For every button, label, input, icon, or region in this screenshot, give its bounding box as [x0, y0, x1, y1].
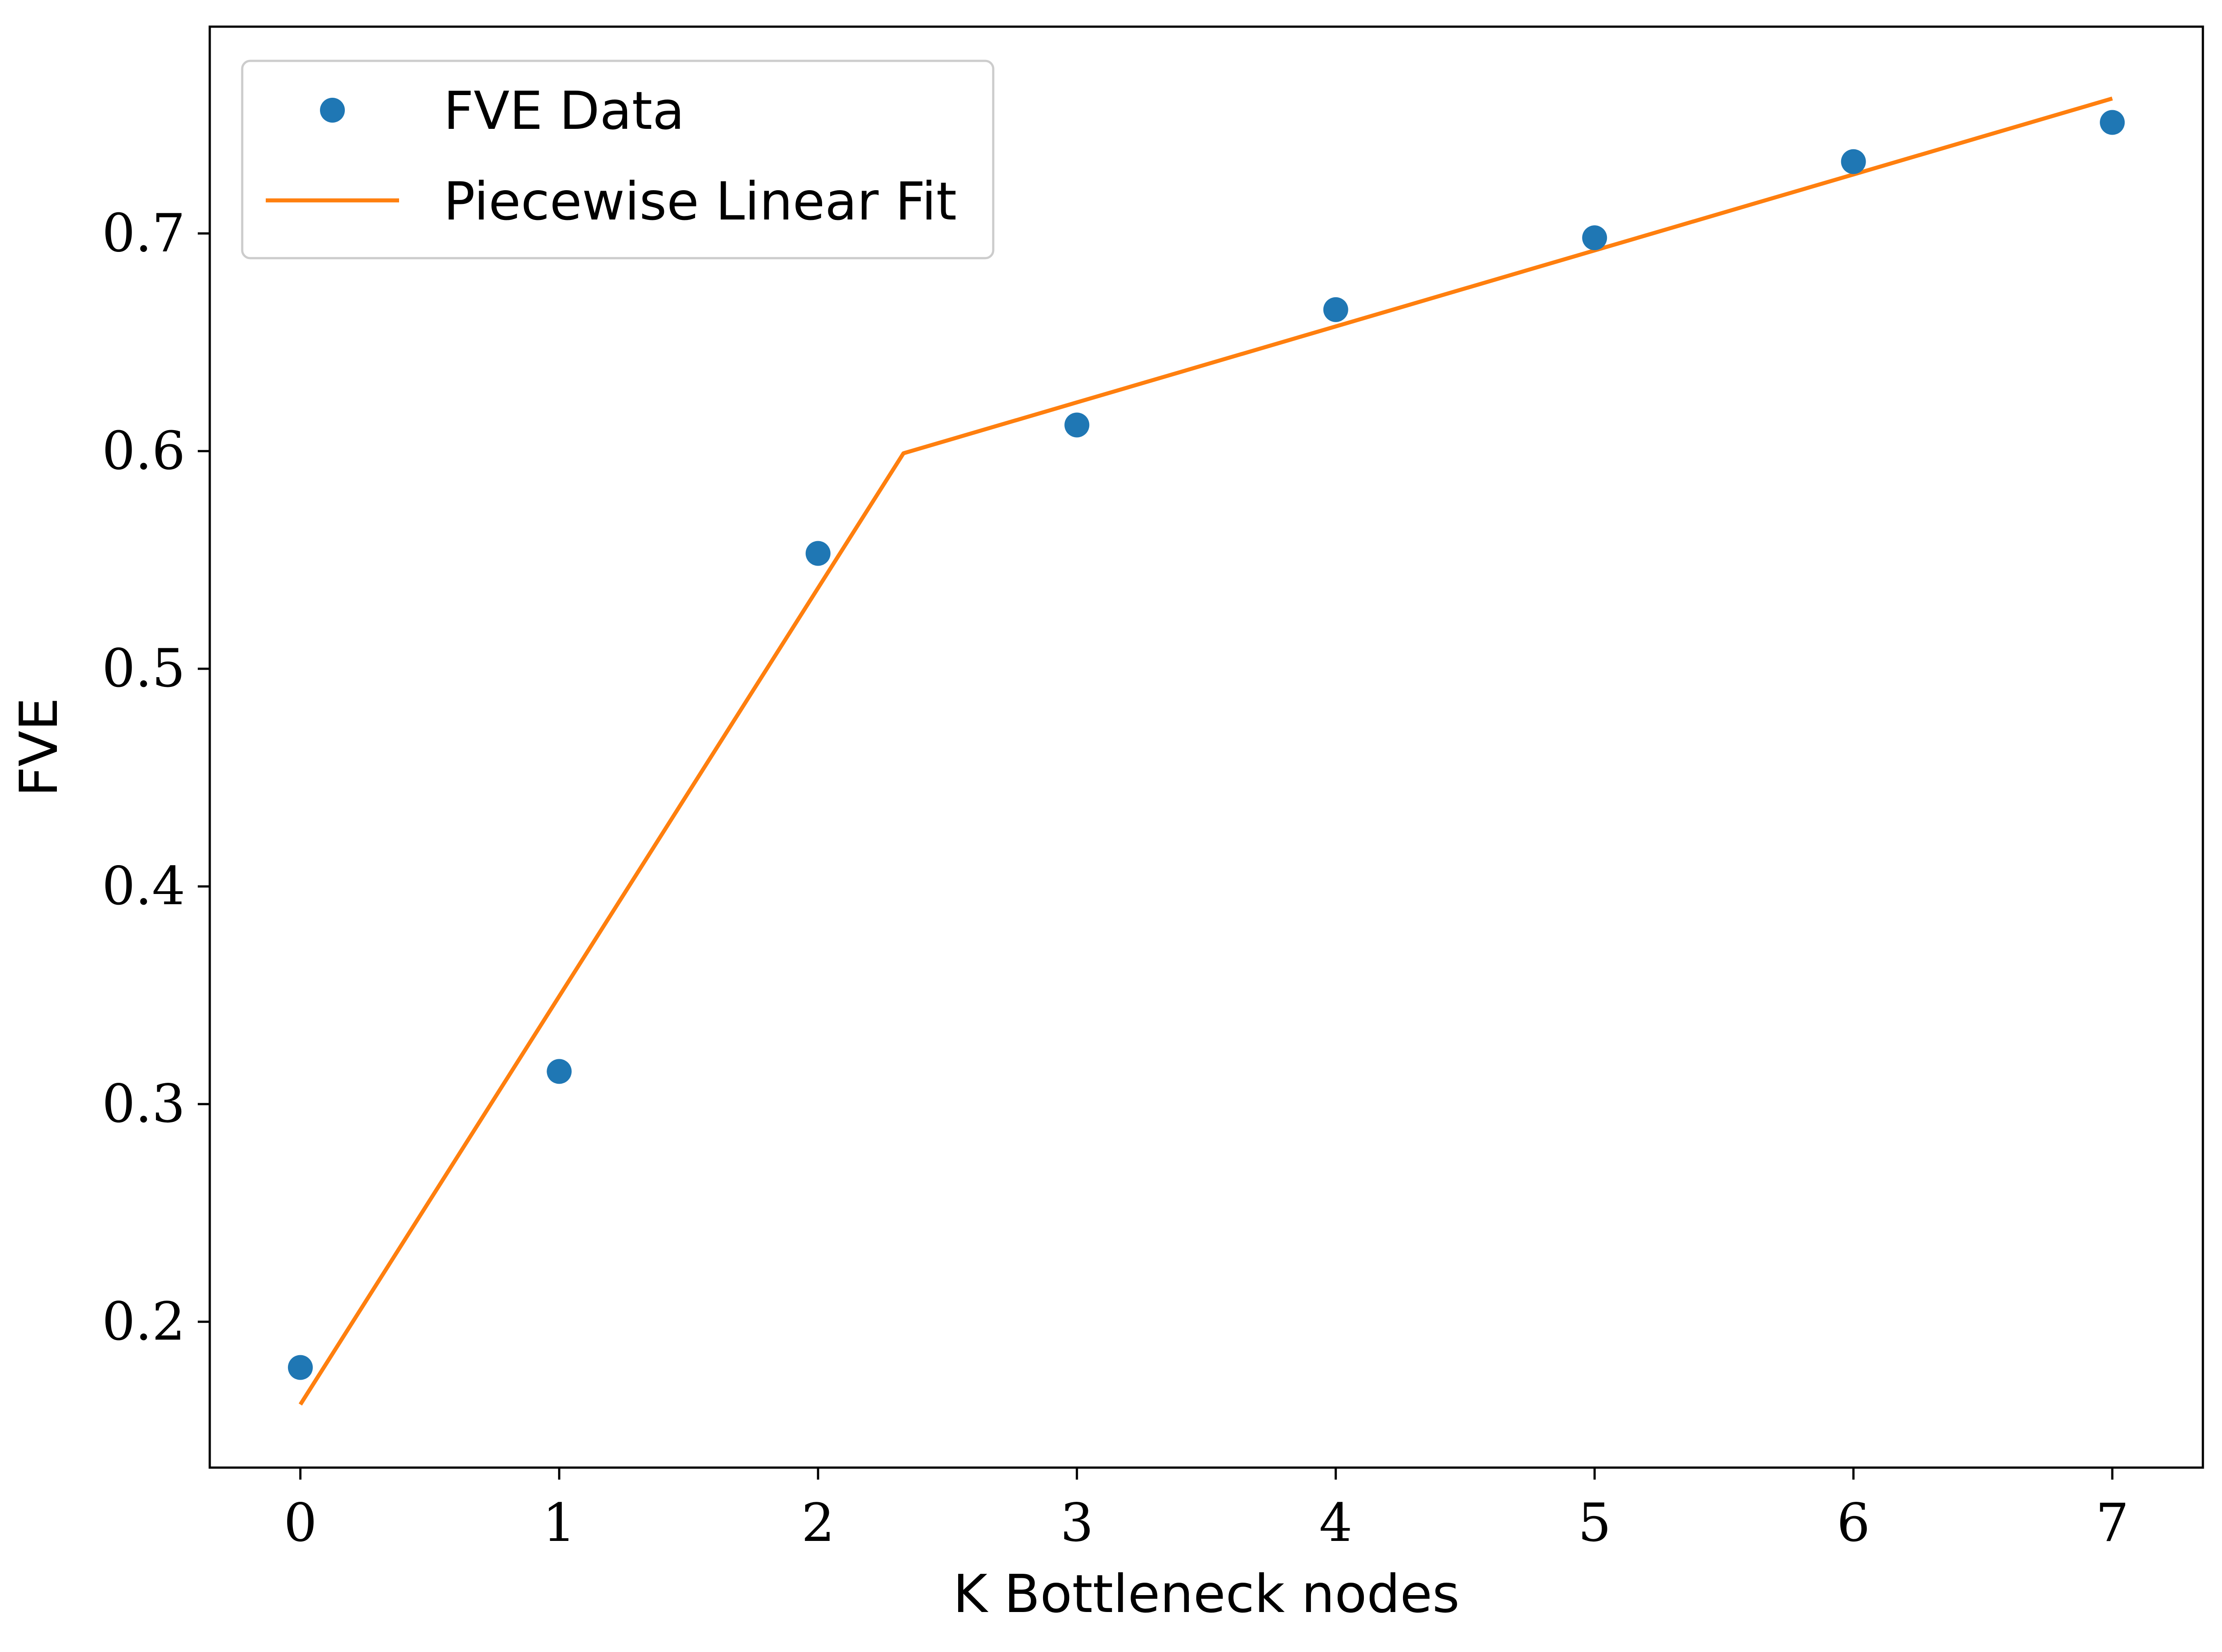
x-tick-label: 7 — [2096, 1492, 2129, 1553]
x-tick-label: 2 — [801, 1492, 835, 1553]
x-axis: 0 1 2 3 4 5 6 7 — [284, 1468, 2129, 1553]
legend-label-fve-data: FVE Data — [444, 80, 684, 141]
data-point — [288, 1355, 313, 1380]
data-point — [805, 541, 831, 566]
y-tick-label: 0.2 — [102, 1291, 185, 1352]
data-point — [1323, 297, 1348, 322]
legend: FVE Data Piecewise Linear Fit — [241, 60, 995, 259]
x-axis-label: K Bottleneck nodes — [953, 1563, 1459, 1624]
plot-frame — [208, 25, 2204, 1469]
data-point — [1064, 412, 1090, 438]
y-tick-label: 0.5 — [102, 638, 185, 699]
x-tick-label: 6 — [1837, 1492, 1870, 1553]
data-point — [1841, 149, 1866, 174]
legend-marker-fve-data — [320, 98, 345, 123]
y-tick-label: 0.6 — [102, 420, 185, 481]
y-tick-label: 0.3 — [102, 1073, 185, 1134]
data-point — [547, 1059, 572, 1084]
data-point — [2100, 110, 2125, 135]
y-axis-label: FVE — [8, 698, 69, 797]
fit-line — [299, 96, 2113, 1406]
x-tick-label: 1 — [543, 1492, 576, 1553]
x-tick-label: 4 — [1319, 1492, 1352, 1553]
data-point — [1582, 225, 1607, 251]
legend-box — [241, 60, 995, 259]
x-tick-label: 0 — [284, 1492, 317, 1553]
legend-label-piecewise-linear-fit: Piecewise Linear Fit — [444, 171, 957, 232]
y-axis: 0.2 0.3 0.4 0.5 0.6 0.7 — [102, 202, 210, 1352]
x-tick-label: 3 — [1060, 1492, 1094, 1553]
y-tick-label: 0.7 — [102, 202, 185, 263]
plot-area — [288, 96, 2125, 1406]
x-tick-label: 5 — [1578, 1492, 1611, 1553]
y-tick-label: 0.4 — [102, 855, 185, 917]
